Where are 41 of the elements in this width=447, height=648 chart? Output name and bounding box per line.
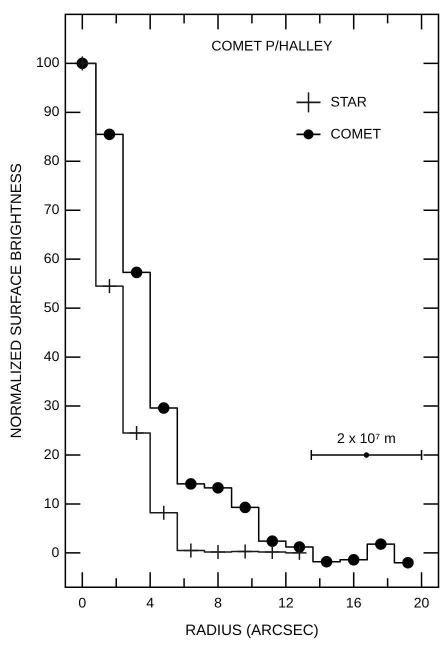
y-tick-label: 70 xyxy=(44,201,60,218)
point xyxy=(104,128,116,140)
legend-label: STAR xyxy=(330,93,367,110)
point xyxy=(348,554,360,566)
point xyxy=(102,278,118,294)
x-tick-label: 16 xyxy=(346,594,362,610)
point xyxy=(320,556,332,568)
point xyxy=(210,544,226,560)
y-tick-label: 0 xyxy=(52,544,60,560)
x-tick-label: 8 xyxy=(214,594,222,610)
legend-label: COMET xyxy=(330,125,382,142)
point xyxy=(292,545,308,561)
point xyxy=(237,544,253,560)
x-tick-label: 0 xyxy=(78,594,86,610)
y-tick-label: 40 xyxy=(44,348,60,364)
y-tick-label: 20 xyxy=(44,446,60,462)
point xyxy=(130,266,142,278)
x-tick-label: 12 xyxy=(278,594,294,610)
text: COMET P/HALLEY xyxy=(211,37,334,54)
point xyxy=(212,482,224,494)
y-axis-title: NORMALIZED SURFACE BRIGHTNESS xyxy=(8,163,26,438)
y-tick-label: 50 xyxy=(44,299,60,316)
point xyxy=(402,556,414,568)
point xyxy=(239,502,251,514)
y-tick-label: 80 xyxy=(44,152,60,168)
point xyxy=(375,538,387,550)
point xyxy=(128,425,144,441)
point xyxy=(158,402,170,414)
y-tick-label: 30 xyxy=(44,396,60,413)
x-tick-label: 4 xyxy=(146,594,154,610)
y-tick-label: 90 xyxy=(44,103,60,120)
point xyxy=(266,535,278,547)
y-tick-label: 100 xyxy=(36,54,60,70)
point xyxy=(185,478,197,490)
x-tick-label: 20 xyxy=(414,594,430,610)
x-axis-title: RADIUS (ARCSEC) xyxy=(185,622,319,640)
y-tick-label: 60 xyxy=(44,250,60,266)
annotation: 2 x 10⁷ m xyxy=(337,430,396,446)
point xyxy=(264,544,280,560)
point xyxy=(183,542,199,558)
y-tick-label: 10 xyxy=(44,494,60,511)
